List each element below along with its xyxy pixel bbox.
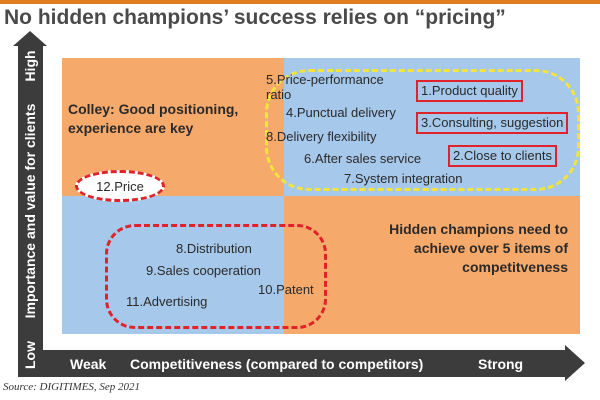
item-punctual-delivery: 4.Punctual delivery	[286, 105, 396, 120]
item-consulting-suggestion: 3.Consulting, suggestion	[416, 112, 569, 134]
colley-note: Colley: Good positioning, experience are…	[68, 100, 238, 138]
hidden-note-line1: Hidden champions need to	[389, 221, 568, 237]
quadrant-bottom-left	[62, 196, 284, 334]
item-price-performance-line2: ratio	[266, 87, 292, 102]
competitiveness-group-outline	[265, 69, 580, 191]
item-distribution: 8.Distribution	[176, 241, 252, 256]
item-price-label: 12.Price	[96, 178, 144, 194]
colley-name: Colley	[68, 101, 111, 117]
low-importance-group-outline	[105, 224, 327, 329]
y-axis-high-label: High	[22, 50, 38, 82]
item-after-sales-service: 6.After sales service	[304, 151, 422, 166]
quadrant-bottom-right	[284, 196, 580, 334]
y-axis-bar	[18, 44, 43, 377]
y-axis-low-label: Low	[22, 341, 38, 369]
item-sales-cooperation: 9.Sales cooperation	[146, 263, 261, 278]
hidden-note-line2: achieve over 5 items of	[413, 240, 568, 256]
item-patent: 10.Patent	[258, 282, 314, 297]
item-delivery-flexibility: 8.Delivery flexibility	[266, 129, 377, 144]
page-title: No hidden champions’ success relies on “…	[4, 6, 506, 29]
colley-text-line2: experience are key	[68, 120, 194, 136]
source-note: Source: DIGITIMES, Sep 2021	[3, 381, 141, 393]
item-system-integration: 7.System integration	[344, 171, 463, 186]
y-axis-arrowhead	[13, 31, 47, 46]
item-advertising: 11.Advertising	[126, 294, 208, 309]
item-product-quality: 1.Product quality	[416, 80, 523, 102]
item-price-performance-line1: 5.Price-performance	[266, 72, 384, 87]
item-price-oval: 12.Price	[75, 170, 165, 202]
x-axis-title: Competitiveness (compared to competitors…	[130, 356, 424, 372]
item-close-to-clients: 2.Close to clients	[448, 145, 557, 167]
item-price-performance: 5.Price-performance ratio	[266, 72, 384, 102]
x-axis-bar	[18, 350, 565, 377]
hidden-note-line3: competitveness	[462, 259, 568, 275]
hidden-champions-note: Hidden champions need to achieve over 5 …	[368, 220, 568, 277]
x-axis-weak-label: Weak	[70, 356, 107, 372]
top-accent-rule	[0, 0, 600, 4]
x-axis-strong-label: Strong	[478, 356, 524, 372]
y-axis-title: Importance and value for clients	[22, 103, 38, 319]
x-axis-arrowhead	[565, 345, 585, 381]
colley-text: : Good positioning,	[110, 101, 239, 117]
